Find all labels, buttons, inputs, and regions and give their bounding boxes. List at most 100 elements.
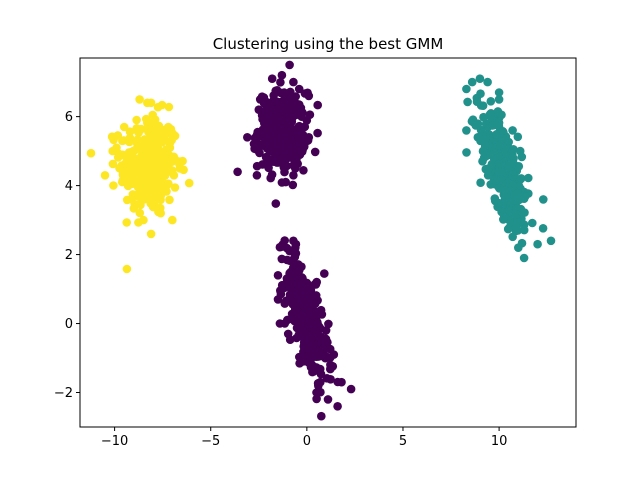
data-point: [132, 115, 141, 125]
data-point: [170, 183, 180, 192]
data-point: [508, 126, 517, 135]
data-point: [264, 128, 273, 137]
data-point: [167, 135, 176, 145]
data-point: [514, 181, 524, 191]
data-point: [276, 154, 285, 164]
x-tick-label: −5: [201, 434, 220, 449]
data-point: [252, 171, 262, 180]
data-point: [294, 133, 304, 142]
data-point: [243, 133, 252, 142]
data-point: [476, 178, 485, 187]
data-point: [298, 145, 307, 155]
data-point: [150, 160, 159, 170]
data-point: [152, 177, 162, 187]
data-point: [520, 192, 530, 201]
data-point: [233, 167, 242, 177]
data-point: [503, 224, 513, 234]
data-point: [108, 159, 118, 169]
data-point: [100, 171, 110, 180]
data-point: [307, 334, 316, 344]
data-point: [130, 199, 139, 209]
data-point: [271, 135, 280, 144]
data-point: [285, 106, 294, 116]
data-point: [156, 170, 165, 179]
data-point: [310, 299, 320, 309]
data-point: [175, 164, 185, 173]
x-tick-label: −10: [101, 434, 128, 449]
chart-title: Clustering using the best GMM: [213, 35, 444, 53]
y-axis: −2 0 2 4 6: [54, 110, 80, 401]
data-point: [298, 357, 308, 366]
data-point: [494, 88, 504, 97]
data-point: [125, 178, 134, 188]
data-point: [135, 95, 144, 104]
x-tick-label: 0: [303, 434, 311, 449]
data-point: [316, 332, 326, 342]
data-point: [145, 153, 155, 162]
data-point: [475, 74, 485, 83]
data-point: [312, 388, 321, 397]
data-point: [132, 124, 141, 133]
data-point: [273, 295, 283, 304]
data-point: [139, 215, 148, 225]
data-point: [304, 91, 314, 101]
data-point: [329, 350, 339, 359]
data-point: [494, 141, 504, 150]
data-point: [316, 377, 325, 387]
data-point: [313, 100, 323, 110]
data-point: [289, 77, 298, 87]
data-point: [146, 98, 156, 108]
data-point: [267, 74, 277, 83]
data-point: [284, 280, 293, 289]
data-point: [528, 218, 537, 228]
data-point: [513, 189, 522, 198]
data-point: [151, 186, 161, 196]
data-point: [273, 97, 282, 107]
x-axis: −10 −5 0 5 10: [101, 427, 507, 449]
data-point: [533, 239, 542, 249]
data-point: [144, 180, 154, 190]
data-point: [462, 148, 471, 157]
data-point: [483, 77, 492, 87]
data-point: [326, 364, 335, 374]
data-point: [109, 181, 118, 190]
data-point: [497, 207, 506, 217]
data-point: [304, 309, 314, 319]
data-point: [165, 195, 174, 205]
data-point: [118, 177, 127, 187]
x-tick-label: 10: [491, 434, 508, 449]
data-point: [502, 190, 511, 200]
data-point: [277, 70, 287, 80]
data-point: [346, 384, 356, 394]
data-point: [298, 321, 308, 331]
y-tick-label: −2: [54, 386, 73, 401]
data-point: [250, 144, 259, 153]
data-point: [505, 159, 515, 169]
data-point: [538, 224, 548, 233]
data-point: [122, 195, 132, 205]
data-point: [142, 137, 152, 146]
data-point: [153, 102, 163, 112]
cluster-1: [233, 60, 323, 208]
data-point: [273, 271, 283, 280]
data-point: [463, 97, 472, 107]
data-point: [291, 164, 300, 173]
data-point: [478, 146, 488, 156]
data-point: [168, 166, 177, 175]
data-point: [285, 335, 295, 345]
data-point: [122, 264, 132, 274]
data-point: [507, 182, 517, 192]
data-point: [153, 125, 162, 135]
data-point: [486, 97, 496, 106]
data-point: [478, 157, 487, 166]
data-point: [514, 243, 523, 252]
data-point: [488, 121, 498, 130]
data-point: [161, 145, 171, 154]
y-tick-label: 6: [65, 110, 73, 125]
data-point: [253, 127, 262, 137]
data-point: [320, 269, 329, 278]
data-point: [276, 78, 285, 87]
data-point: [313, 351, 323, 360]
